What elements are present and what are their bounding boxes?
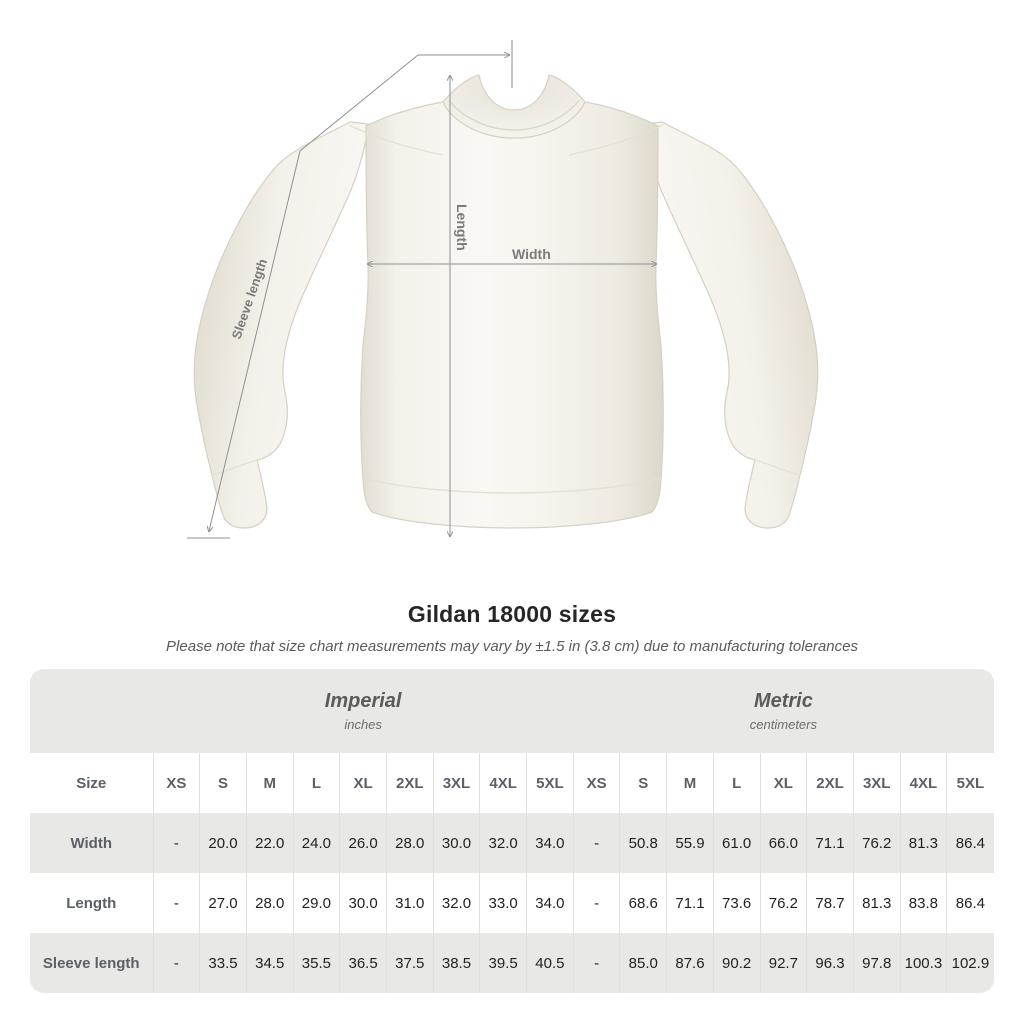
svg-text:Length: Length — [454, 204, 470, 251]
svg-text:Width: Width — [512, 246, 551, 262]
